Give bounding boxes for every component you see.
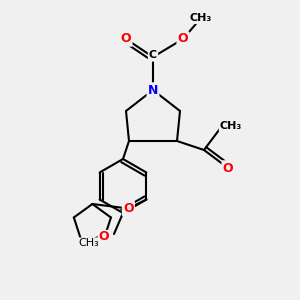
- Text: O: O: [178, 32, 188, 46]
- Text: CH₃: CH₃: [220, 121, 242, 131]
- Text: O: O: [223, 161, 233, 175]
- Text: C: C: [149, 50, 157, 61]
- Text: CH₃: CH₃: [78, 238, 99, 248]
- Text: O: O: [121, 32, 131, 46]
- Text: CH₃: CH₃: [190, 13, 212, 23]
- Text: O: O: [123, 202, 134, 215]
- Text: O: O: [98, 230, 109, 244]
- Text: N: N: [148, 83, 158, 97]
